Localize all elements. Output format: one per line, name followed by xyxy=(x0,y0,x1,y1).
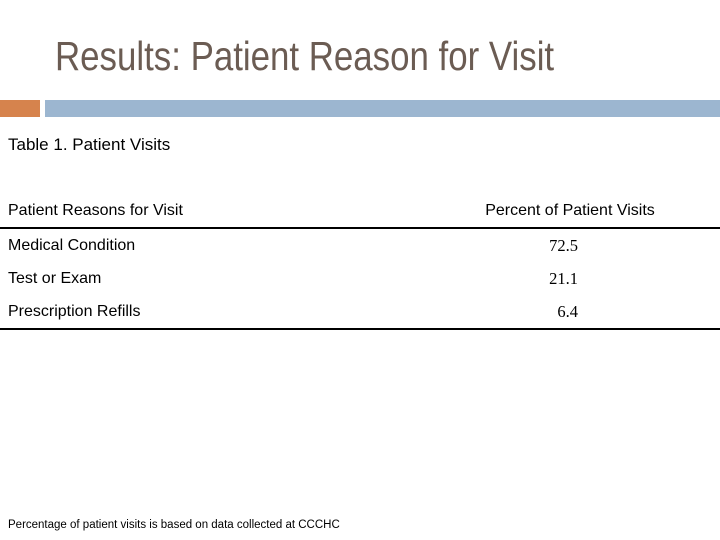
divider-blue-bar xyxy=(45,100,720,117)
row-reason-label: Medical Condition xyxy=(8,236,136,254)
table-header-row: Patient Reasons for Visit Percent of Pat… xyxy=(0,192,720,229)
row-reason-label: Prescription Refills xyxy=(8,302,141,320)
row-reason-label: Test or Exam xyxy=(8,269,102,287)
table-caption: Table 1. Patient Visits xyxy=(8,135,171,154)
table-row: Medical Condition 72.5 xyxy=(0,229,720,262)
divider-orange-block xyxy=(0,100,40,117)
table-body: Medical Condition 72.5 Test or Exam 21.1… xyxy=(0,229,720,330)
column-header-percent: Percent of Patient Visits xyxy=(485,202,655,219)
slide-title: Results: Patient Reason for Visit xyxy=(55,33,555,79)
table-row: Prescription Refills 6.4 xyxy=(0,295,720,328)
column-header-reason: Patient Reasons for Visit xyxy=(8,202,183,219)
table-row: Test or Exam 21.1 xyxy=(0,262,720,295)
row-percent-value: 72.5 xyxy=(549,235,578,255)
row-percent-value: 21.1 xyxy=(549,268,578,288)
patient-visits-table: Patient Reasons for Visit Percent of Pat… xyxy=(0,192,720,330)
row-percent-value: 6.4 xyxy=(557,301,578,321)
slide-footnote: Percentage of patient visits is based on… xyxy=(8,519,340,531)
